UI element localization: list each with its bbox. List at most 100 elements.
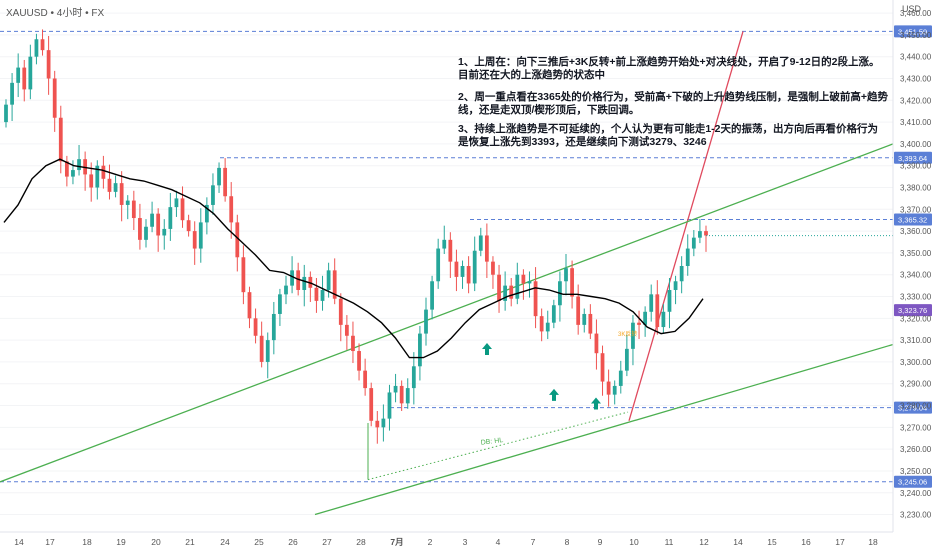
price-tick-label: 3,300.00 bbox=[900, 358, 932, 367]
candle-body bbox=[34, 39, 39, 57]
time-tick-label: 16 bbox=[801, 537, 811, 547]
symbol-label[interactable]: XAUUSD bbox=[6, 8, 48, 19]
note-text: 2、周一重点看在3365处的价格行为，受前高+下破的上升趋势线压制，是强制上破前… bbox=[458, 91, 888, 116]
candle-body bbox=[156, 213, 161, 236]
candle-body bbox=[363, 370, 368, 389]
candle-body bbox=[217, 167, 221, 186]
price-tick-label: 3,230.00 bbox=[900, 511, 932, 520]
candle-body bbox=[58, 117, 63, 162]
candle-body bbox=[71, 170, 75, 177]
candle-body bbox=[491, 261, 495, 275]
candle-body bbox=[454, 261, 459, 277]
candle-body bbox=[229, 196, 234, 223]
candle-body bbox=[338, 298, 343, 325]
price-tick-label: 3,360.00 bbox=[900, 227, 932, 236]
candle-body bbox=[174, 198, 179, 208]
candle-body bbox=[284, 285, 288, 295]
candle-body bbox=[211, 185, 215, 205]
annotation-label: 3K反转 bbox=[618, 330, 637, 338]
candle-body bbox=[52, 78, 57, 118]
candle-body bbox=[393, 385, 398, 393]
candle-body bbox=[223, 167, 228, 197]
time-tick-label: 7月 bbox=[390, 537, 403, 547]
candle-body bbox=[113, 183, 118, 192]
note-text: 1、上周在：向下三推后+3K反转+前上涨趋势开始处+对决线处，开启了9-12日的… bbox=[458, 56, 880, 81]
candle-body bbox=[180, 198, 185, 221]
candle-body bbox=[16, 67, 21, 83]
candle-body bbox=[466, 266, 471, 284]
annotation-label: DB: HL bbox=[480, 437, 503, 447]
time-tick-label: 15 bbox=[767, 537, 777, 547]
time-tick-label: 12 bbox=[699, 537, 709, 547]
price-tick-label: 3,430.00 bbox=[900, 74, 932, 83]
price-tick-label: 3,240.00 bbox=[900, 489, 932, 498]
candle-body bbox=[503, 285, 508, 301]
candle-body bbox=[661, 311, 666, 328]
candle-body bbox=[399, 385, 404, 404]
time-axis: 14 17 18 19 20 21 24 25 26 27 28 7月 2 3 4 7 8 9 10 11 12 14 15… bbox=[14, 537, 878, 547]
time-tick-label: 20 bbox=[151, 537, 161, 547]
time-tick-label: 11 bbox=[665, 537, 674, 547]
time-tick-label: 14 bbox=[733, 537, 743, 547]
candle-body bbox=[40, 39, 45, 51]
candle-body bbox=[107, 178, 112, 192]
time-tick-label: 8 bbox=[565, 537, 570, 547]
time-tick-label: 24 bbox=[220, 537, 230, 547]
candle-body bbox=[551, 305, 556, 323]
price-tick-label: 3,410.00 bbox=[900, 118, 932, 127]
candle-body bbox=[637, 322, 641, 325]
current-price-tag bbox=[894, 304, 932, 317]
candle-body bbox=[418, 333, 422, 367]
candle-body bbox=[497, 274, 501, 301]
time-tick-label: 19 bbox=[116, 537, 126, 547]
candle-body bbox=[204, 204, 209, 223]
moving-average bbox=[3, 158, 704, 359]
candle-body bbox=[430, 281, 434, 310]
candle-body bbox=[478, 235, 483, 251]
time-tick-label: 25 bbox=[254, 537, 264, 547]
timeframe-label[interactable]: 4小时 bbox=[56, 8, 83, 19]
price-tick-label: 3,320.00 bbox=[900, 314, 932, 323]
candle-body bbox=[624, 348, 629, 371]
candle-body bbox=[588, 313, 593, 334]
price-tick-label: 3,380.00 bbox=[900, 184, 932, 193]
candle-body bbox=[582, 313, 587, 325]
candle-body bbox=[278, 294, 282, 314]
price-tick-label: 3,350.00 bbox=[900, 249, 932, 258]
time-tick-label: 4 bbox=[496, 537, 501, 547]
candle-body bbox=[101, 165, 106, 179]
candle-body bbox=[424, 309, 428, 334]
candle-body bbox=[326, 270, 331, 290]
candle-body bbox=[594, 333, 599, 354]
trendlines bbox=[0, 31, 894, 516]
candle-body bbox=[357, 351, 361, 371]
level-price-tag bbox=[894, 475, 932, 488]
candle-body bbox=[539, 316, 544, 332]
time-tick-label: 28 bbox=[356, 537, 366, 547]
candle-body bbox=[655, 294, 660, 328]
price-tick-label: 3,290.00 bbox=[900, 380, 932, 389]
time-tick-label: 2 bbox=[428, 537, 433, 547]
candle-body bbox=[28, 56, 33, 90]
candle-body bbox=[95, 165, 100, 188]
level-price-tag bbox=[894, 25, 932, 38]
candle-body bbox=[247, 292, 252, 319]
candle-body bbox=[344, 324, 349, 336]
level-price-label: 3,279.04 bbox=[898, 404, 927, 413]
candle-body bbox=[612, 385, 617, 395]
candle-body bbox=[332, 270, 337, 299]
candle-body bbox=[162, 228, 167, 236]
level-price-label: 3,451.59 bbox=[898, 27, 927, 36]
candle-body bbox=[271, 313, 276, 341]
candle-body bbox=[600, 353, 605, 382]
candle-body bbox=[198, 222, 203, 249]
level-price-tag bbox=[894, 213, 932, 226]
candle-body bbox=[704, 231, 708, 236]
candle-body bbox=[77, 159, 81, 171]
time-tick-label: 17 bbox=[45, 537, 55, 547]
candle-body bbox=[381, 418, 386, 428]
level-price-label: 3,365.32 bbox=[898, 216, 927, 225]
candle-body bbox=[533, 281, 538, 317]
level-price-label: 3,245.06 bbox=[898, 478, 927, 487]
